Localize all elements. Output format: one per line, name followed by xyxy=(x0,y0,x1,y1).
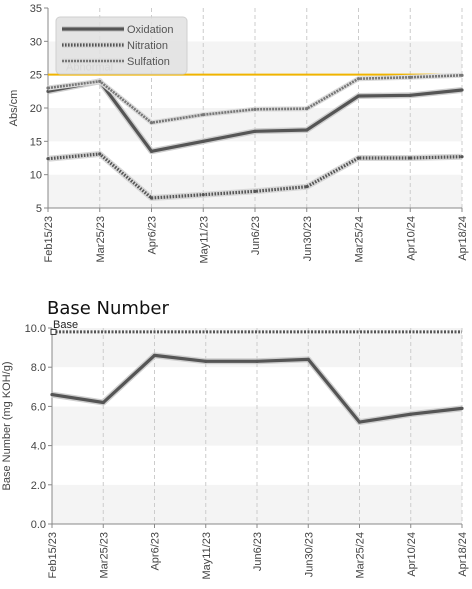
data-point-sulfation-0 xyxy=(46,86,50,90)
data-point-oxidation-8 xyxy=(460,88,464,92)
reference-label-base: Base xyxy=(53,319,78,331)
y-tick-label: 6.0 xyxy=(31,401,46,413)
data-point-sulfation-6 xyxy=(356,77,361,81)
data-point-nitration-6 xyxy=(356,156,361,160)
y-tick-label: 0.0 xyxy=(31,519,46,531)
y-tick-label: 35 xyxy=(30,3,42,15)
data-point-sulfation-1 xyxy=(98,79,102,83)
x-tick-label-apr10-24: Apr10/24 xyxy=(405,216,417,261)
data-point-oxidation-3 xyxy=(201,139,205,143)
reference-marker xyxy=(50,328,57,335)
data-point-oxidation-2 xyxy=(149,149,154,153)
y-tick-label: 15 xyxy=(30,136,42,148)
data-point-oxidation-6 xyxy=(356,94,361,98)
data-point-sulfation-8 xyxy=(460,73,464,77)
x-tick-label-may11-23: May11/23 xyxy=(198,216,210,264)
y-tick-label: 5 xyxy=(36,203,42,215)
series-nitration-line xyxy=(47,152,463,200)
data-point-nitration-7 xyxy=(408,156,412,160)
data-point-sulfation-4 xyxy=(253,107,257,111)
data-point-0-4 xyxy=(255,359,259,363)
data-point-sulfation-7 xyxy=(408,75,412,79)
data-point-nitration-0 xyxy=(46,157,50,161)
data-point-sulfation-5 xyxy=(305,107,309,111)
x-tick-label-apr6-23: Apr6/23 xyxy=(147,216,159,255)
x-tick-label-mar25-23: Mar25/23 xyxy=(95,216,107,262)
data-point-0-1 xyxy=(101,400,105,405)
data-point-oxidation-4 xyxy=(253,129,257,133)
x-tick-label-jun6-23: Jun6/23 xyxy=(252,532,264,571)
y-tick-label: 30 xyxy=(30,36,42,48)
x-tick-label-jun30-23: Jun30/23 xyxy=(302,216,314,261)
x-tick-label-mar25-24: Mar25/24 xyxy=(354,216,366,262)
data-point-nitration-5 xyxy=(305,185,309,189)
data-point-sulfation-3 xyxy=(201,113,205,117)
x-tick-label-apr18-24: Apr18/24 xyxy=(457,532,469,577)
x-tick-label-jun30-23: Jun30/23 xyxy=(303,532,315,577)
data-point-0-7 xyxy=(409,412,413,416)
chart-title: Base Number xyxy=(47,298,169,319)
data-point-nitration-8 xyxy=(460,155,464,159)
data-point-0-0 xyxy=(50,393,54,397)
legend-label-oxidation: Oxidation xyxy=(127,24,173,36)
data-point-nitration-2 xyxy=(149,196,154,200)
data-point-nitration-4 xyxy=(253,189,257,193)
y-tick-label: 10.0 xyxy=(25,323,46,335)
data-point-oxidation-7 xyxy=(408,93,412,97)
x-tick-label-may11-23: May11/23 xyxy=(201,532,213,580)
data-point-oxidation-5 xyxy=(305,128,309,132)
x-tick-label-apr6-23: Apr6/23 xyxy=(150,532,162,571)
data-point-0-5 xyxy=(306,357,310,361)
x-tick-label-apr10-24: Apr10/24 xyxy=(406,532,418,577)
y-tick-label: 2.0 xyxy=(31,480,46,492)
y-tick-label: 20 xyxy=(30,103,42,115)
data-point-0-8 xyxy=(460,406,464,410)
base-number-chart: Base Number 0.0 2.0 4.0 6.0 8.0 10.0 Base Numbe… xyxy=(1,298,469,580)
data-point-nitration-1 xyxy=(98,152,102,156)
legend-label-nitration: Nitration xyxy=(127,40,168,52)
y-tick-label: 4.0 xyxy=(31,441,46,453)
y-axis-title: Abs/cm xyxy=(8,90,20,127)
legend-label-sulfation: Sulfation xyxy=(127,56,170,68)
oxidation-nitration-sulfation-chart: 5 10 15 20 25 30 35 Abs/cm Feb15/23 Mar25/23 Apr6/… xyxy=(8,3,469,264)
x-tick-label-mar25-23: Mar25/23 xyxy=(98,532,110,578)
x-tick-label-feb15-23: Feb15/23 xyxy=(43,216,55,262)
data-point-sulfation-2 xyxy=(149,121,154,125)
y-tick-label: 10 xyxy=(30,170,42,182)
x-tick-label-jun6-23: Jun6/23 xyxy=(250,216,262,255)
x-tick-label-apr18-24: Apr18/24 xyxy=(457,216,469,261)
data-point-0-3 xyxy=(204,359,208,363)
x-tick-label-feb15-23: Feb15/23 xyxy=(47,532,59,578)
data-point-0-2 xyxy=(152,353,157,358)
x-tick-label-mar25-24: Mar25/24 xyxy=(355,532,367,578)
data-point-nitration-3 xyxy=(201,193,205,197)
data-point-0-6 xyxy=(357,420,362,424)
y-tick-label: 8.0 xyxy=(31,362,46,374)
y-axis-title: Base Number (mg KOH/g) xyxy=(1,362,13,491)
y-tick-label: 25 xyxy=(30,70,42,82)
data-point-oxidation-0 xyxy=(46,89,50,93)
